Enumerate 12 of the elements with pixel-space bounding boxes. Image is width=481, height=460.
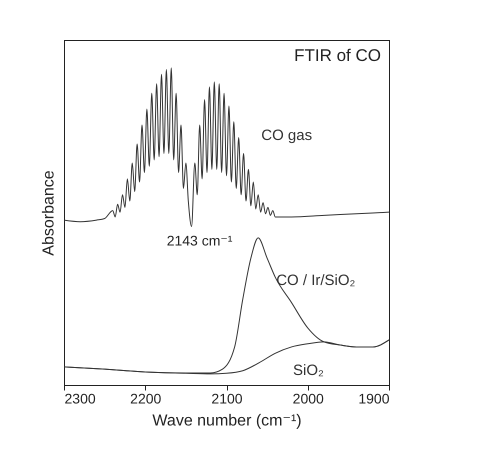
series-label: CO gas <box>261 126 312 144</box>
x-tick-label: 2100 <box>211 390 243 406</box>
y-axis-title: Absorbance <box>40 170 58 256</box>
x-tick-label: 1900 <box>358 390 390 406</box>
chart-title: FTIR of CO <box>294 46 381 65</box>
series-label: CO / Ir/SiO₂ <box>276 272 356 289</box>
x-tick-label: 2300 <box>64 390 96 406</box>
x-tick-label: 2000 <box>292 390 324 406</box>
x-axis-title: Wave number (cm⁻¹) <box>152 412 302 430</box>
series-label: SiO₂ <box>293 362 324 379</box>
annotation: 2143 cm⁻¹ <box>166 232 233 248</box>
x-tick-label: 2200 <box>130 390 162 406</box>
